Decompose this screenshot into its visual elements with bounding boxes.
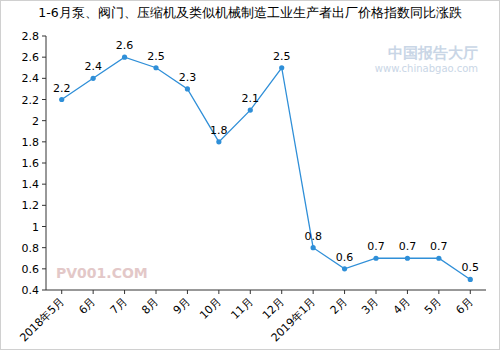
x-tick-label: 7月 bbox=[108, 295, 130, 317]
x-tick-label: 11月 bbox=[229, 295, 256, 322]
data-label: 1.8 bbox=[210, 124, 228, 137]
watermark: www.chinabgao.com bbox=[375, 63, 478, 74]
x-tick bbox=[61, 290, 62, 294]
y-tick bbox=[42, 205, 46, 206]
y-tick bbox=[42, 226, 46, 227]
point bbox=[216, 139, 221, 144]
data-label: 2.1 bbox=[242, 92, 260, 105]
x-tick-label: 3月 bbox=[359, 295, 381, 317]
data-label: 0.5 bbox=[462, 261, 480, 274]
y-tick bbox=[42, 141, 46, 142]
data-label: 2.3 bbox=[179, 71, 197, 84]
point bbox=[311, 245, 316, 250]
point bbox=[153, 65, 158, 70]
y-tick bbox=[42, 36, 46, 37]
y-tick-label: 2.4 bbox=[22, 72, 40, 85]
y-tick bbox=[42, 57, 46, 58]
x-tick-label: 2019年1月 bbox=[269, 295, 318, 344]
y-tick-label: 0.8 bbox=[22, 242, 40, 255]
x-tick bbox=[93, 290, 94, 294]
data-label: 2.5 bbox=[147, 50, 165, 63]
x-tick bbox=[187, 290, 188, 294]
y-tick-label: 2.2 bbox=[22, 94, 40, 107]
point bbox=[122, 55, 127, 60]
y-tick bbox=[42, 268, 46, 269]
y-tick-label: 0.6 bbox=[22, 263, 40, 276]
line bbox=[62, 57, 471, 279]
chart-container: 1-6月泵、阀门、压缩机及类似机械制造工业生产者出厂价格指数同比涨跌 PV001.… bbox=[0, 0, 500, 350]
x-tick bbox=[470, 290, 471, 294]
x-tick-label: 9月 bbox=[171, 295, 193, 317]
x-tick bbox=[344, 290, 345, 294]
x-tick bbox=[438, 290, 439, 294]
x-tick-label: 12月 bbox=[260, 295, 287, 322]
data-label: 0.7 bbox=[399, 240, 417, 253]
data-label: 2.2 bbox=[53, 82, 71, 95]
y-tick bbox=[42, 99, 46, 100]
series bbox=[59, 55, 473, 282]
x-tick-label: 2月 bbox=[328, 295, 350, 317]
y-tick-label: 2 bbox=[32, 115, 39, 128]
y-tick bbox=[42, 184, 46, 185]
point bbox=[248, 107, 253, 112]
y-tick bbox=[42, 163, 46, 164]
point bbox=[59, 97, 64, 102]
y-tick-label: 1.6 bbox=[22, 157, 40, 170]
x-tick bbox=[250, 290, 251, 294]
y-tick-label: 1.2 bbox=[22, 199, 40, 212]
data-label: 2.5 bbox=[273, 50, 291, 63]
watermark: PV001.COM bbox=[56, 265, 148, 281]
x-axis bbox=[46, 290, 486, 291]
point bbox=[373, 256, 378, 261]
point bbox=[405, 256, 410, 261]
point bbox=[342, 266, 347, 271]
x-tick-label: 10月 bbox=[197, 295, 224, 322]
x-tick bbox=[313, 290, 314, 294]
point bbox=[468, 277, 473, 282]
x-tick-label: 8月 bbox=[139, 295, 161, 317]
y-tick bbox=[42, 120, 46, 121]
point bbox=[185, 86, 190, 91]
data-label: 2.6 bbox=[116, 39, 134, 52]
y-tick-label: 1.4 bbox=[22, 178, 40, 191]
chart-svg: 1-6月泵、阀门、压缩机及类似机械制造工业生产者出厂价格指数同比涨跌 PV001.… bbox=[0, 0, 500, 350]
x-tick-label: 2018年5月 bbox=[17, 295, 66, 344]
y-tick bbox=[42, 78, 46, 79]
x-tick bbox=[407, 290, 408, 294]
data-label: 0.7 bbox=[430, 240, 448, 253]
y-axis bbox=[46, 36, 47, 290]
y-tick-label: 0.4 bbox=[22, 284, 40, 297]
x-tick bbox=[281, 290, 282, 294]
x-tick bbox=[218, 290, 219, 294]
data-label: 0.8 bbox=[304, 230, 322, 243]
x-tick-label: 6月 bbox=[453, 295, 475, 317]
x-tick bbox=[156, 290, 157, 294]
x-tick-label: 4月 bbox=[391, 295, 413, 317]
y-tick-label: 1 bbox=[32, 221, 39, 234]
point bbox=[436, 256, 441, 261]
watermark: 中国报告大厅 bbox=[388, 44, 478, 62]
data-label: 0.6 bbox=[336, 251, 354, 264]
y-tick-label: 1.8 bbox=[22, 136, 40, 149]
point bbox=[91, 76, 96, 81]
x-tick-label: 5月 bbox=[422, 295, 444, 317]
title: 1-6月泵、阀门、压缩机及类似机械制造工业生产者出厂价格指数同比涨跌 bbox=[38, 5, 461, 20]
x-tick bbox=[124, 290, 125, 294]
x-tick bbox=[376, 290, 377, 294]
y-tick-label: 2.8 bbox=[22, 30, 40, 43]
data-label: 0.7 bbox=[367, 240, 385, 253]
data-label: 2.4 bbox=[84, 60, 102, 73]
y-tick bbox=[42, 290, 46, 291]
y-tick-label: 2.6 bbox=[22, 51, 40, 64]
point bbox=[279, 65, 284, 70]
y-tick bbox=[42, 247, 46, 248]
x-tick-label: 6月 bbox=[76, 295, 98, 317]
frame bbox=[1, 1, 500, 350]
